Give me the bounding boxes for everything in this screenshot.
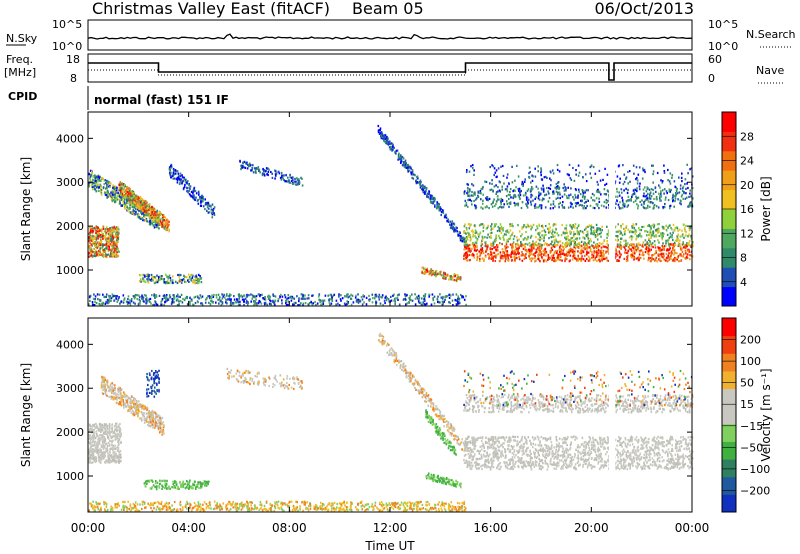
colorbar-swatch xyxy=(722,406,736,425)
nave-trace xyxy=(88,69,692,76)
colorbar-swatch xyxy=(722,318,736,337)
x-tick-label: 00:00 xyxy=(675,521,710,535)
colorbar-swatch xyxy=(722,441,736,460)
velocity-y-ticks: 4000 3000 2000 1000 xyxy=(56,338,692,483)
date-label: 06/Oct/2013 xyxy=(594,0,694,18)
colorbar-tick-label: 4 xyxy=(740,276,747,289)
nsearch-tick-low: 10^0 xyxy=(708,40,738,53)
y-tick-label: 3000 xyxy=(56,176,84,189)
colorbar-tick-label: 50 xyxy=(740,377,754,390)
colorbar-tick-label: −50 xyxy=(740,441,763,454)
colorbar-tick-label: 15 xyxy=(740,398,754,411)
nsearch-tick-high: 10^5 xyxy=(708,18,738,31)
power-panel: 4000 3000 2000 1000 Slant Range [km] 28 24 20… xyxy=(19,111,773,307)
x-tick-label: 16:00 xyxy=(473,521,508,535)
colorbar-swatch xyxy=(722,267,736,288)
colorbar-swatch xyxy=(722,370,736,390)
freq-trace xyxy=(88,62,692,81)
x-tick-label: 12:00 xyxy=(373,521,408,535)
nsky-trace xyxy=(87,33,693,40)
colorbar-tick-label: −15 xyxy=(740,420,763,433)
colorbar-swatch xyxy=(722,131,736,152)
velocity-scatter xyxy=(88,319,694,513)
nsky-panel: N.Sky 10^5 10^0 10^5 10^0 N.Search xyxy=(6,18,796,53)
nave-label: Nave xyxy=(756,64,784,77)
colorbar-tick-label: 28 xyxy=(740,130,754,143)
freq-label-2: [MHz] xyxy=(4,66,36,79)
freq-frame xyxy=(87,53,693,83)
x-tick-label: 00:00 xyxy=(71,521,106,535)
nsearch-label: N.Search xyxy=(746,28,796,41)
velocity-ylabel: Slant Range [km] xyxy=(19,363,33,467)
colorbar-tick-label: 20 xyxy=(740,179,754,192)
colorbar-swatch xyxy=(722,423,736,442)
velocity-colorbar-label: Velocity [m s⁻¹] xyxy=(759,368,773,461)
velocity-panel: 4000 3000 2000 1000 Slant Range [km] 200 100… xyxy=(19,317,773,513)
colorbar-tick-label: −100 xyxy=(740,463,770,476)
power-ylabel: Slant Range [km] xyxy=(19,157,33,261)
y-tick-label: 4000 xyxy=(56,132,84,145)
y-tick-label: 1000 xyxy=(56,470,84,483)
nave-tick-low: 0 xyxy=(708,72,715,85)
freq-tick-low: 8 xyxy=(70,72,77,85)
x-tick-label: 04:00 xyxy=(171,521,206,535)
colorbar-tick-label: 24 xyxy=(740,155,754,168)
colorbar-swatch xyxy=(722,459,736,478)
colorbar-swatch xyxy=(722,335,736,354)
y-tick-label: 4000 xyxy=(56,338,84,351)
freq-tick-high: 18 xyxy=(66,53,80,66)
nsky-label: N.Sky xyxy=(6,32,38,45)
colorbar-swatch xyxy=(722,353,736,372)
colorbar-tick-label: 8 xyxy=(740,252,747,265)
nsky-tick-high: 10^5 xyxy=(52,18,82,31)
power-y-ticks: 4000 3000 2000 1000 xyxy=(56,132,692,277)
y-tick-label: 1000 xyxy=(56,264,84,277)
colorbar-swatch xyxy=(722,170,736,191)
colorbar-swatch xyxy=(722,476,736,495)
x-tick-label: 20:00 xyxy=(574,521,609,535)
colorbar-swatch xyxy=(722,388,736,407)
nave-tick-high: 60 xyxy=(708,53,722,66)
freq-panel: Freq. [MHz] 18 8 60 0 Nave xyxy=(4,53,784,85)
colorbar-frame xyxy=(721,317,737,513)
colorbar-tick-label: −200 xyxy=(740,484,770,497)
colorbar-tick-label: 200 xyxy=(740,334,761,347)
colorbar-tick-label: 100 xyxy=(740,355,761,368)
y-tick-label: 2000 xyxy=(56,220,84,233)
beam-label: Beam 05 xyxy=(352,0,424,18)
colorbar-tick-label: 12 xyxy=(740,227,754,240)
cpid-value: normal (fast) 151 IF xyxy=(94,93,229,107)
colorbar-swatch xyxy=(722,228,736,249)
colorbar-swatch xyxy=(722,209,736,229)
colorbar-tick-label: 16 xyxy=(740,203,754,216)
x-tick-label: 08:00 xyxy=(272,521,307,535)
velocity-colorbar: 200 100 50 15 −15 −50 −100 −200 xyxy=(721,317,770,513)
station-title: Christmas Valley East (fitACF) xyxy=(92,0,330,18)
power-colorbar-label: Power [dB] xyxy=(759,176,773,241)
nsky-tick-low: 10^0 xyxy=(52,40,82,53)
x-axis-label: Time UT xyxy=(364,539,415,553)
colorbar-swatch xyxy=(722,112,736,132)
y-tick-label: 2000 xyxy=(56,426,84,439)
colorbar-swatch xyxy=(722,494,736,513)
colorbar-swatch xyxy=(722,286,736,307)
cpid-label: CPID xyxy=(8,90,37,103)
y-tick-label: 3000 xyxy=(56,382,84,395)
power-colorbar: 28 24 20 16 12 8 4 xyxy=(721,111,754,307)
colorbar-swatch xyxy=(722,189,736,210)
freq-label-1: Freq. xyxy=(6,53,33,66)
velocity-frame xyxy=(87,317,693,513)
nsky-frame xyxy=(87,19,693,51)
x-axis: 00:00 04:00 08:00 12:00 16:00 20:00 00:00 xyxy=(71,112,710,535)
power-scatter xyxy=(88,113,694,307)
